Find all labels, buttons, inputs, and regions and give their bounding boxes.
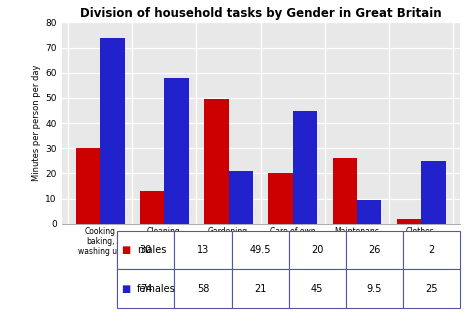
Bar — [140, 191, 164, 224]
Y-axis label: Minutes per person per day: Minutes per person per day — [32, 65, 41, 181]
Bar — [204, 99, 228, 224]
Bar — [268, 173, 293, 224]
Text: females: females — [137, 284, 176, 294]
Bar — [293, 110, 317, 224]
Bar — [228, 171, 253, 224]
Bar — [421, 161, 446, 224]
Bar — [357, 200, 382, 224]
Title: Division of household tasks by Gender in Great Britain: Division of household tasks by Gender in… — [80, 7, 441, 20]
Bar — [397, 219, 421, 224]
Bar — [76, 148, 100, 224]
Bar — [333, 158, 357, 224]
Bar — [164, 78, 189, 224]
Text: ■: ■ — [121, 245, 131, 255]
Bar — [100, 38, 125, 224]
Text: ■: ■ — [121, 284, 131, 294]
Text: males: males — [137, 245, 167, 255]
